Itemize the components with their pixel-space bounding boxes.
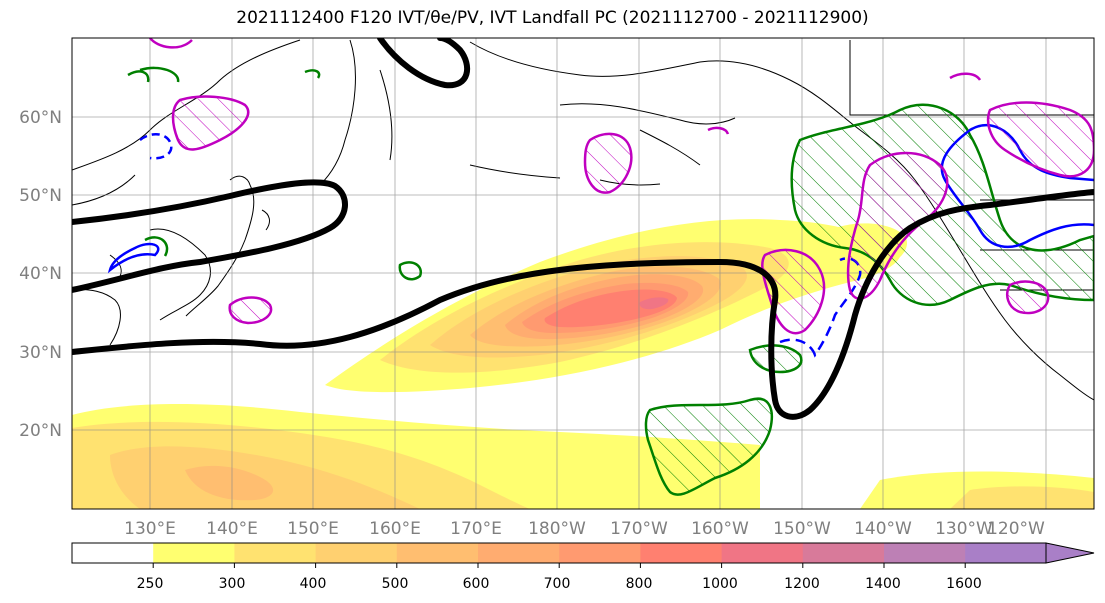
colorbar-segment — [234, 543, 317, 563]
jet-contours — [72, 38, 1094, 420]
colorbar-tick-label: 1200 — [784, 576, 820, 592]
colorbar-segment — [884, 543, 966, 563]
jet-contour-north — [72, 179, 348, 293]
lon-label: 160°E — [369, 519, 421, 539]
map-frame — [71, 37, 1095, 510]
lon-label: 130°W — [935, 519, 993, 539]
colorbar-tick-label: 1600 — [946, 576, 982, 592]
colorbar-tick-labels: 250 300 400 500 600 700 800 1000 1200 14… — [137, 576, 982, 592]
coast-kamchatka — [319, 39, 393, 186]
colorbar-segment — [559, 543, 641, 563]
latitude-labels: 60°N 50°N 40°N 30°N 20°N — [19, 108, 62, 441]
pv-region-small-b — [707, 126, 730, 135]
ivt-band-tropical-400 — [110, 446, 420, 509]
map-title: 2021112400 F120 IVT/θe/PV, IVT Landfall … — [236, 8, 869, 28]
lat-label: 20°N — [19, 421, 62, 441]
colorbar-segments — [72, 543, 1047, 563]
colorbar-segment — [478, 543, 560, 563]
colorbar-tick-label: 1000 — [702, 576, 738, 592]
colorbar-tick-label: 500 — [382, 576, 409, 592]
coast-japan — [185, 175, 270, 317]
map-content — [72, 38, 1094, 509]
lat-label: 50°N — [19, 186, 62, 206]
theta-e-contour-dashed — [779, 257, 862, 358]
colorbar: 250 300 400 500 600 700 800 1000 1200 14… — [71, 542, 1095, 592]
pv-region-mid — [761, 248, 826, 335]
landfall-pc-region-mid — [748, 344, 803, 374]
lon-label: 150°E — [287, 519, 339, 539]
colorbar-segment — [396, 543, 479, 563]
lon-label: 150°W — [773, 519, 831, 539]
colorbar-tick-label: 1400 — [865, 576, 901, 592]
pv-region-alaska-sw — [583, 132, 633, 194]
longitude-labels: 130°E 140°E 150°E 160°E 170°E 180°W 170°… — [124, 519, 1045, 539]
colorbar-extend-arrow — [1045, 542, 1095, 564]
lon-label: 130°E — [124, 519, 176, 539]
colorbar-tick-label: 800 — [626, 576, 653, 592]
ivt-band-tropical-500 — [185, 465, 274, 501]
colorbar-tick-label: 400 — [300, 576, 327, 592]
colorbar-tick-label: 250 — [137, 576, 164, 592]
pv-contours — [149, 38, 1094, 335]
jet-contour-top — [377, 38, 470, 89]
landfall-pc-region-southeast — [644, 397, 774, 496]
lon-label: 170°W — [610, 519, 668, 539]
jet-contour-main — [72, 189, 1094, 420]
pv-region-se — [1006, 280, 1050, 315]
theta-e-contour-northwest — [139, 133, 173, 160]
lon-label: 170°E — [450, 519, 502, 539]
pv-region-east-arc — [846, 151, 949, 300]
colorbar-tick-label: 700 — [544, 576, 571, 592]
lon-label: 120°W — [987, 519, 1045, 539]
pv-region-top — [149, 38, 193, 49]
lon-label: 140°W — [854, 519, 912, 539]
lat-label: 30°N — [19, 343, 62, 363]
colorbar-tick-label: 600 — [463, 576, 490, 592]
colorbar-segment — [721, 543, 804, 563]
lon-label: 140°E — [206, 519, 258, 539]
landfall-pc-region-west — [127, 66, 423, 281]
colorbar-segment — [153, 543, 235, 563]
pv-region-kamchatka — [171, 95, 250, 151]
colorbar-ticks — [152, 563, 966, 568]
lon-label: 160°W — [691, 519, 749, 539]
ivt-ar-800 — [544, 289, 677, 328]
colorbar-segment — [72, 543, 154, 563]
lon-label: 180°W — [528, 519, 586, 539]
theta-e-contour-west — [107, 242, 160, 274]
colorbar-segment — [802, 543, 885, 563]
pv-region-japan — [228, 296, 273, 325]
lat-label: 40°N — [19, 264, 62, 284]
ivt-band-east-300 — [950, 486, 1094, 509]
colorbar-segment — [315, 543, 398, 563]
pv-region-small-a — [949, 72, 982, 81]
colorbar-tick-label: 300 — [219, 576, 246, 592]
pv-region-northeast — [986, 101, 1094, 178]
ivt-ar-1000 — [639, 297, 669, 310]
colorbar-segment — [640, 543, 723, 563]
lat-label: 60°N — [19, 108, 62, 128]
colorbar-segment — [965, 543, 1047, 563]
